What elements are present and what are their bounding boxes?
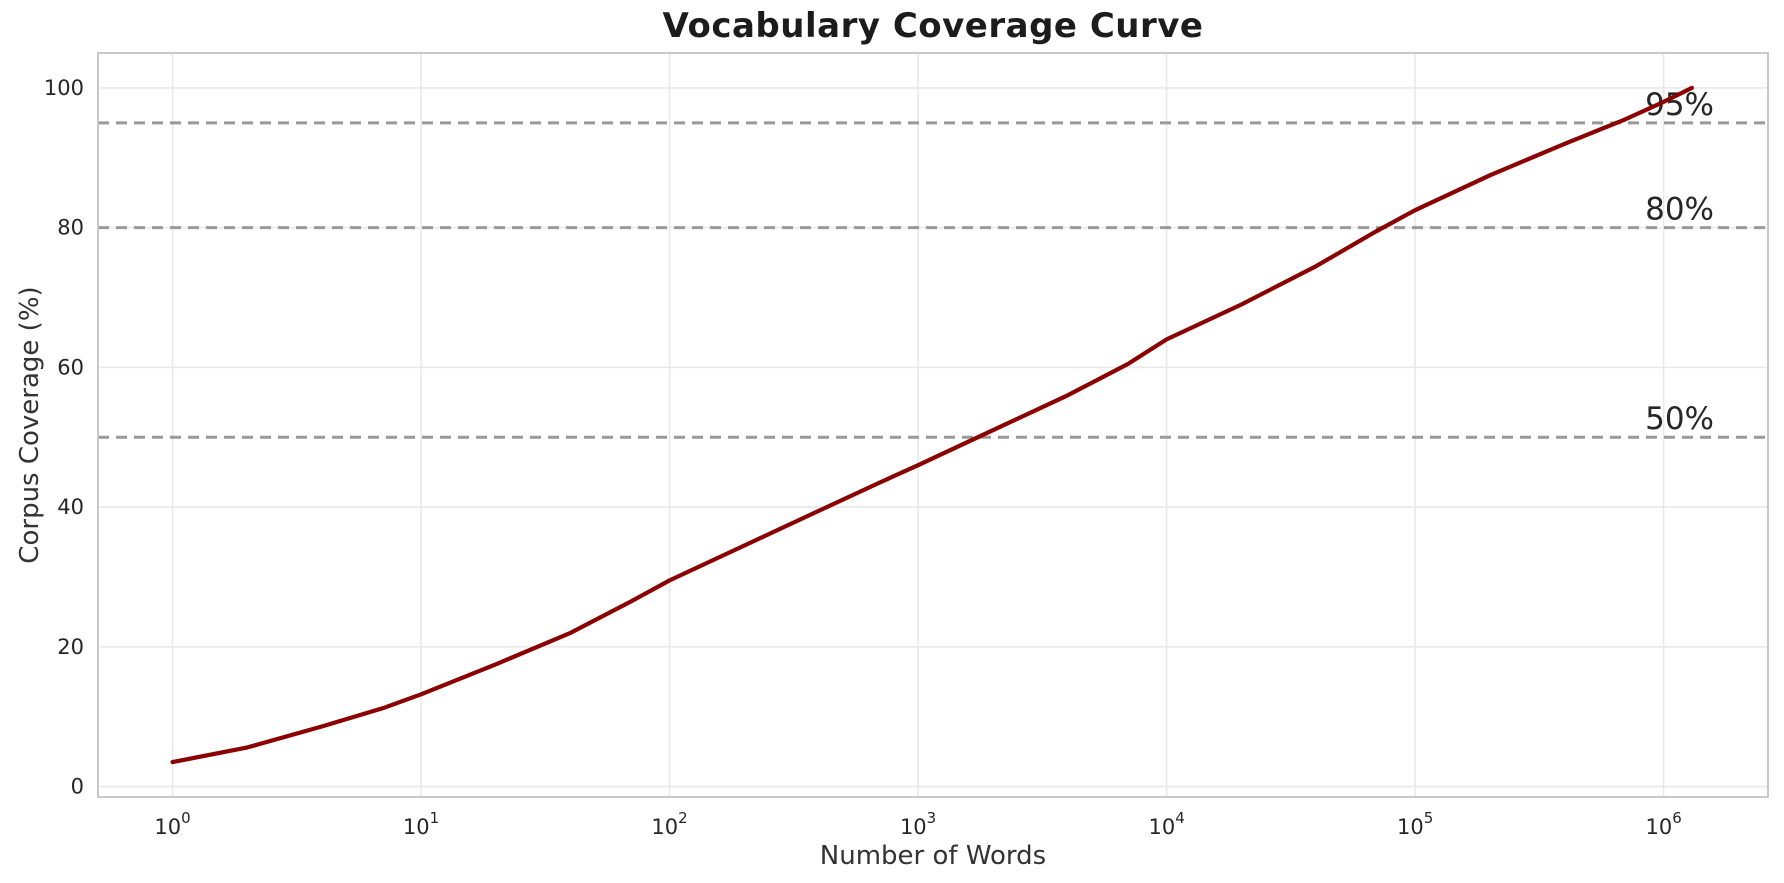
coverage-curve	[170, 85, 1695, 765]
x-tick-label: 102	[651, 809, 687, 839]
y-tick-label: 60	[57, 355, 84, 379]
x-axis-label: Number of Words	[819, 841, 1047, 871]
x-tick-label: 104	[1148, 809, 1184, 839]
reference-line-label: 80%	[1645, 192, 1714, 228]
plot-border	[97, 52, 1769, 798]
x-tick-label: 103	[900, 809, 936, 839]
x-tick-label: 106	[1645, 809, 1681, 839]
y-tick-label: 0	[71, 775, 84, 799]
y-tick-label: 40	[57, 495, 84, 519]
y-tick-label: 20	[57, 635, 84, 659]
x-tick-label: 100	[154, 809, 190, 839]
x-tick-label: 105	[1397, 809, 1433, 839]
y-tick-label: 100	[44, 76, 84, 100]
reference-line-label: 50%	[1645, 401, 1714, 437]
x-tick-label: 101	[403, 809, 439, 839]
y-tick-label: 80	[57, 216, 84, 240]
chart-title: Vocabulary Coverage Curve	[662, 6, 1204, 46]
